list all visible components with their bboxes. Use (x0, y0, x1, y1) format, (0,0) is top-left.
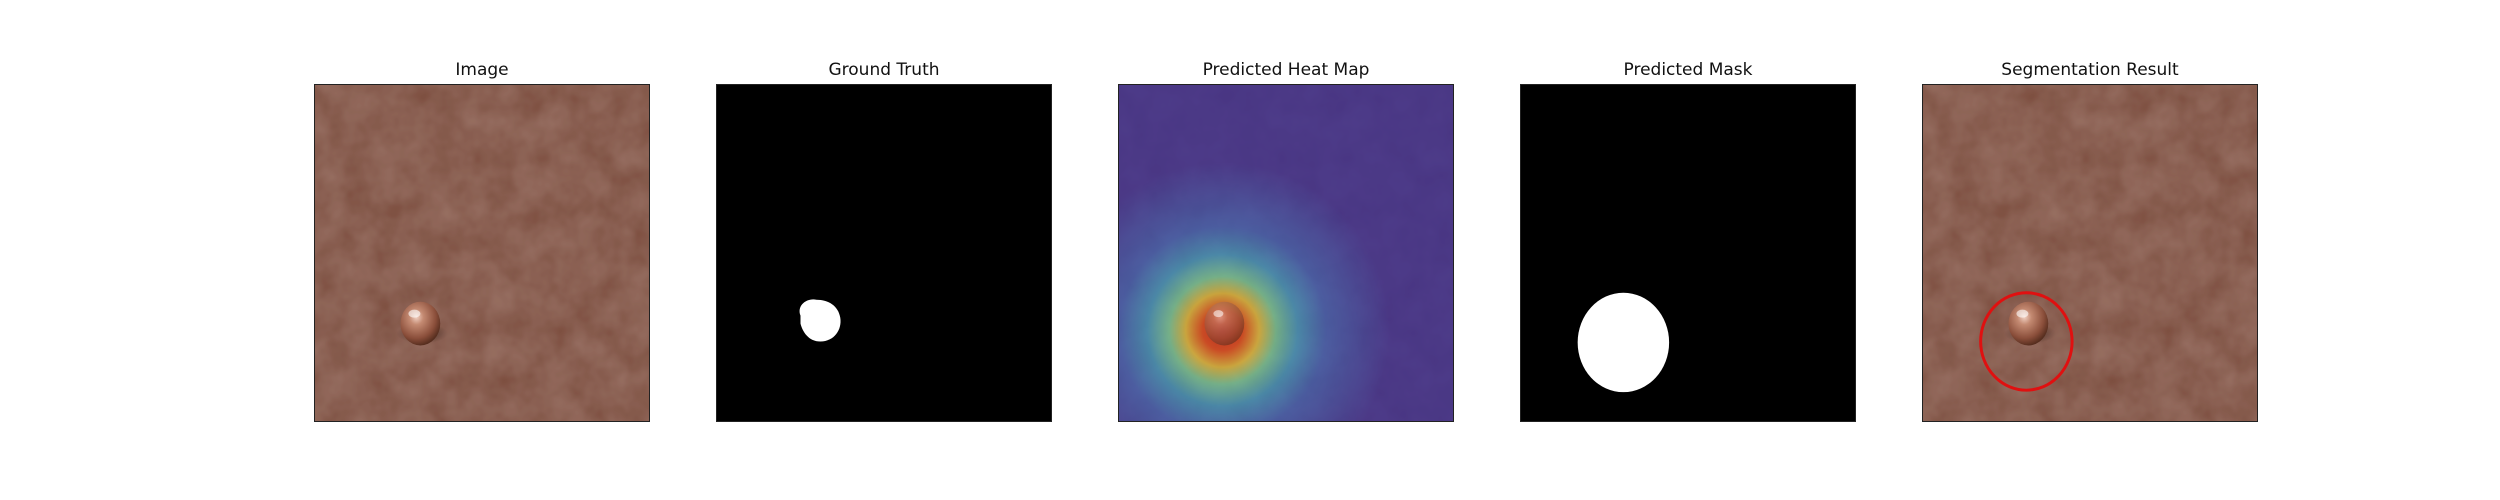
panel-ground-truth: Ground Truth (714, 0, 1054, 500)
leather-image (315, 85, 649, 421)
ground-truth-frame (716, 84, 1052, 422)
heatmap-image (1119, 85, 1453, 421)
panel-image: Image (312, 0, 652, 500)
pred-mask-blob (1577, 292, 1670, 393)
image-frame (314, 84, 650, 422)
panel-pred-mask: Predicted Mask (1518, 0, 1858, 500)
panel-seg-result: Segmentation Result (1920, 0, 2260, 500)
panel-title-seg-result: Segmentation Result (2001, 60, 2179, 80)
heatmap-frame (1118, 84, 1454, 422)
segmentation-circle (1979, 291, 2074, 392)
panel-title-pred-mask: Predicted Mask (1623, 60, 1753, 80)
ground-truth-mask (717, 85, 1051, 421)
pred-mask-image (1521, 85, 1855, 421)
ground-truth-blob (799, 299, 841, 342)
panel-title-ground-truth: Ground Truth (828, 60, 940, 80)
defect-blob (400, 301, 441, 346)
panel-heatmap: Predicted Heat Map (1116, 0, 1456, 500)
seg-result-frame (1922, 84, 2258, 422)
panel-title-image: Image (455, 60, 509, 80)
pred-mask-frame (1520, 84, 1856, 422)
seg-result-image (1923, 85, 2257, 421)
panel-title-heatmap: Predicted Heat Map (1202, 60, 1370, 80)
